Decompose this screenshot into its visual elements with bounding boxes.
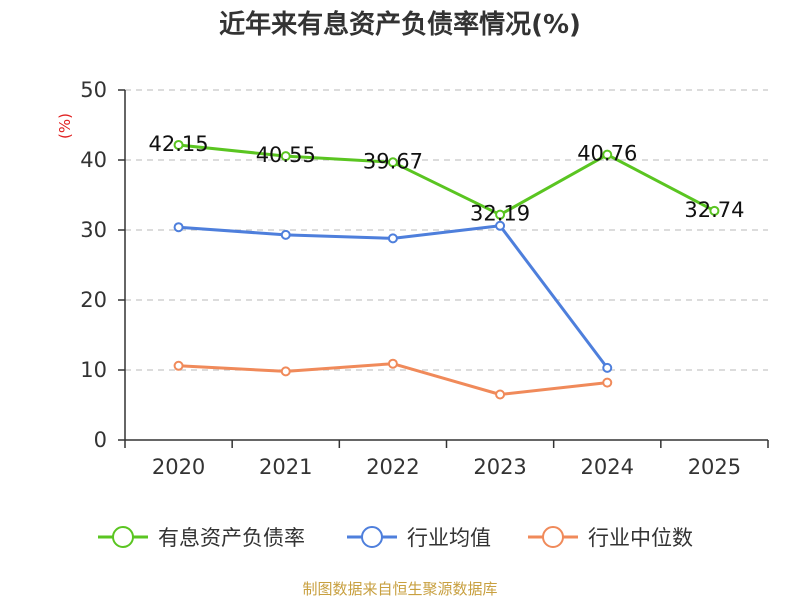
legend-marker[interactable] — [542, 526, 564, 548]
series-line — [178, 224, 609, 369]
data-point[interactable] — [709, 205, 720, 216]
data-label: 39.67 — [363, 149, 423, 173]
data-label: 40.76 — [577, 142, 637, 166]
data-point[interactable] — [280, 151, 291, 162]
grid-lines — [125, 89, 768, 371]
y-tick-label: 30 — [80, 218, 107, 242]
data-point[interactable] — [602, 362, 613, 373]
series-lines — [173, 139, 720, 400]
data-point[interactable] — [387, 233, 398, 244]
y-tick-label: 40 — [80, 148, 107, 172]
legend-label[interactable]: 行业均值 — [407, 526, 491, 550]
chart-title: 近年来有息资产负债率情况(%) — [219, 9, 581, 40]
legend-label[interactable]: 行业中位数 — [588, 526, 693, 550]
y-axis-unit: (%) — [56, 113, 74, 139]
data-point[interactable] — [280, 229, 291, 240]
legend[interactable]: 有息资产负债率 行业均值 行业中位数 — [98, 526, 693, 550]
x-tick-label: 2023 — [473, 455, 526, 479]
data-point[interactable] — [173, 139, 184, 150]
x-tick-label: 2021 — [259, 455, 312, 479]
x-tick-label: 2024 — [581, 455, 634, 479]
y-tick-label: 20 — [80, 288, 107, 312]
data-point[interactable] — [173, 360, 184, 371]
data-point[interactable] — [495, 389, 506, 400]
data-point[interactable] — [602, 377, 613, 388]
x-tick-label: 2022 — [366, 455, 419, 479]
data-point[interactable] — [602, 149, 613, 160]
series-line — [178, 143, 716, 217]
data-label: 32.74 — [684, 198, 744, 222]
data-label: 32.19 — [470, 202, 530, 226]
data-point[interactable] — [495, 220, 506, 231]
data-labels: 42.15 40.55 39.67 32.19 40.76 32.74 — [149, 132, 745, 226]
data-point[interactable] — [387, 358, 398, 369]
data-point[interactable] — [387, 157, 398, 168]
data-label: 40.55 — [256, 143, 316, 167]
legend-marker[interactable] — [361, 526, 383, 548]
y-tick-label: 10 — [80, 358, 107, 382]
data-point[interactable] — [495, 209, 506, 220]
x-tick-label: 2020 — [152, 455, 205, 479]
y-tick-label: 0 — [94, 428, 107, 452]
data-point[interactable] — [173, 222, 184, 233]
source-note: 制图数据来自恒生聚源数据库 — [302, 580, 497, 598]
axes: 0 10 20 30 40 50 2020 2021 2022 2023 2024 2025 — [80, 78, 769, 479]
data-label: 42.15 — [149, 132, 209, 156]
y-tick-label: 50 — [80, 78, 107, 102]
legend-label[interactable]: 有息资产负债率 — [158, 526, 305, 550]
legend-marker[interactable] — [112, 526, 134, 548]
data-point[interactable] — [280, 366, 291, 377]
x-tick-label: 2025 — [688, 455, 741, 479]
